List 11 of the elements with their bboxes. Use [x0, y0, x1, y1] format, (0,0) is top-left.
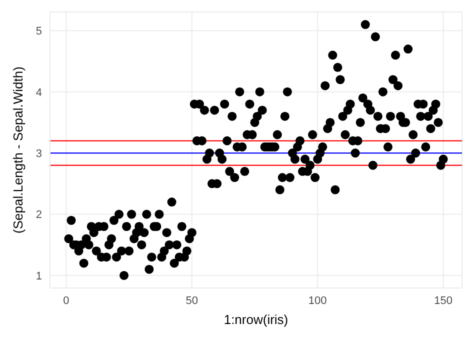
y-axis-title: (Sepal.Length - Sepal.Width): [10, 66, 26, 234]
y-tick-label: 4: [36, 86, 42, 99]
y-tick-label: 1: [36, 270, 42, 282]
x-tick-label: 100: [308, 294, 327, 307]
x-tick-label: 0: [63, 294, 70, 307]
x-tick-label: 150: [434, 294, 452, 307]
y-tick-label: 3: [36, 148, 42, 160]
x-tick-label: 50: [186, 294, 198, 307]
x-axis-title: 1:nrow(iris): [224, 312, 288, 327]
y-tick-label: 5: [36, 26, 42, 38]
y-tick-label: 2: [36, 209, 42, 222]
